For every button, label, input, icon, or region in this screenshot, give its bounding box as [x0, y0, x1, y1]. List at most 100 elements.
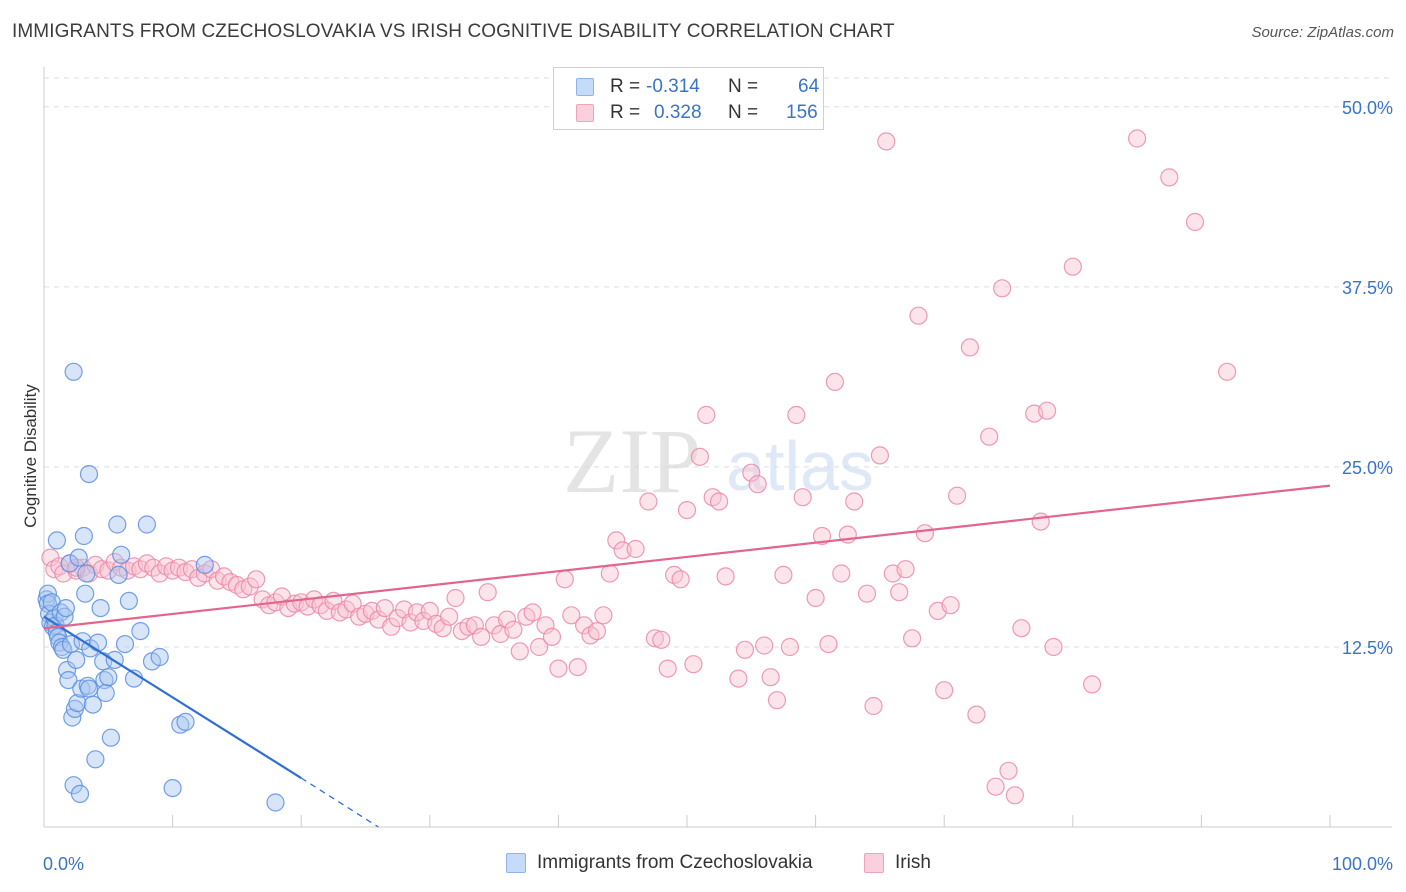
- x-tick-label: 0.0%: [43, 854, 84, 874]
- point-irish: [787, 405, 806, 425]
- point-irish: [709, 492, 729, 511]
- legend-n-value: 156: [786, 102, 818, 123]
- point-czechoslovakia: [38, 584, 58, 603]
- series-swatch-czechoslovakia: [506, 853, 526, 873]
- point-irish: [935, 681, 954, 700]
- point-irish: [793, 488, 812, 507]
- point-czechoslovakia: [59, 670, 78, 690]
- point-irish: [806, 588, 825, 608]
- y-tick-label: 12.5%: [1342, 638, 1393, 658]
- point-irish: [1063, 257, 1082, 276]
- points-layer: [37, 129, 1237, 812]
- point-czechoslovakia: [176, 712, 195, 732]
- point-irish: [542, 627, 562, 647]
- point-irish: [536, 616, 555, 635]
- y-tick-label: 50.0%: [1342, 98, 1393, 118]
- point-irish: [915, 524, 935, 543]
- point-irish: [504, 620, 523, 639]
- legend-n-value: 64: [798, 76, 820, 97]
- point-irish: [587, 621, 607, 641]
- point-czechoslovakia: [83, 695, 103, 714]
- legend-r-value: -0.314: [646, 76, 700, 97]
- point-irish: [832, 564, 851, 583]
- point-czechoslovakia: [79, 465, 99, 484]
- point-czechoslovakia: [96, 683, 115, 703]
- labels-layer: 12.5% 25.0% 37.5% 50.0% 0.0% 100.0%: [43, 98, 1393, 874]
- point-irish: [1044, 637, 1063, 657]
- point-czechoslovakia: [108, 515, 127, 534]
- point-irish: [1185, 212, 1205, 232]
- series-name-irish: Irish: [895, 852, 931, 873]
- point-czechoslovakia: [99, 668, 118, 687]
- point-irish: [459, 617, 478, 636]
- point-irish: [1082, 675, 1102, 694]
- point-czechoslovakia: [74, 526, 94, 546]
- point-czechoslovakia: [77, 564, 96, 583]
- point-irish: [1005, 786, 1025, 805]
- point-irish: [845, 492, 864, 511]
- point-irish: [980, 427, 999, 446]
- point-irish: [1031, 512, 1050, 531]
- point-czechoslovakia: [69, 548, 88, 567]
- point-irish: [812, 526, 832, 546]
- point-irish: [896, 560, 915, 579]
- point-czechoslovakia: [266, 793, 285, 812]
- legend-swatch-czechoslovakia: [576, 78, 594, 96]
- point-irish: [497, 610, 517, 629]
- point-irish: [529, 637, 549, 657]
- legend-n-label: N =: [728, 76, 759, 97]
- point-irish: [240, 577, 259, 596]
- point-czechoslovakia: [131, 621, 150, 641]
- point-irish: [684, 655, 703, 674]
- point-irish: [549, 659, 568, 678]
- point-czechoslovakia: [79, 679, 99, 698]
- point-czechoslovakia: [163, 778, 182, 798]
- legend-n-label: N =: [728, 102, 759, 123]
- point-irish: [568, 657, 587, 677]
- point-czechoslovakia: [150, 647, 169, 667]
- point-irish: [607, 531, 626, 550]
- legend-r-label: R =: [610, 102, 641, 123]
- point-irish: [890, 583, 909, 602]
- point-irish: [986, 777, 1005, 796]
- y-tick-label: 37.5%: [1342, 278, 1393, 298]
- point-irish: [1160, 168, 1179, 187]
- x-tick-label: 100.0%: [1332, 854, 1393, 874]
- point-irish: [748, 475, 767, 494]
- point-irish: [562, 606, 581, 625]
- point-czechoslovakia: [56, 598, 76, 618]
- point-czechoslovakia: [119, 591, 138, 611]
- trend-line-extension-czechoslovakia: [300, 777, 379, 828]
- point-irish: [947, 486, 967, 505]
- legend-swatch-irish: [576, 104, 594, 122]
- point-irish: [472, 627, 491, 647]
- point-irish: [1127, 129, 1147, 148]
- point-czechoslovakia: [112, 545, 131, 564]
- point-czechoslovakia: [64, 362, 83, 381]
- point-irish: [639, 492, 658, 511]
- point-irish: [941, 596, 960, 615]
- point-irish: [857, 584, 877, 603]
- point-irish: [697, 405, 716, 425]
- point-czechoslovakia: [70, 784, 90, 804]
- point-irish: [780, 637, 800, 657]
- point-czechoslovakia: [68, 693, 87, 713]
- point-irish: [1037, 401, 1057, 420]
- point-irish: [902, 629, 922, 648]
- chart-title: IMMIGRANTS FROM CZECHOSLOVAKIA VS IRISH …: [12, 21, 895, 42]
- point-irish: [1217, 362, 1237, 381]
- chart-source: Source: ZipAtlas.com: [1251, 24, 1394, 41]
- axes-layer: [43, 67, 1392, 828]
- point-irish: [690, 447, 710, 466]
- point-czechoslovakia: [109, 565, 128, 585]
- trend-layer: [43, 484, 1331, 828]
- y-tick-label: 25.0%: [1342, 458, 1393, 478]
- point-irish: [510, 642, 529, 661]
- point-czechoslovakia: [91, 598, 110, 618]
- point-irish: [671, 570, 690, 589]
- series-name-czechoslovakia: Immigrants from Czechoslovakia: [537, 852, 813, 873]
- point-irish: [767, 691, 787, 710]
- watermark-zip: ZIP: [563, 410, 701, 512]
- point-irish: [440, 607, 459, 626]
